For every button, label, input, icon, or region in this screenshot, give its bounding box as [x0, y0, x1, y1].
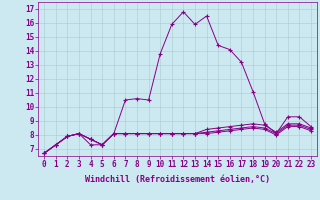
X-axis label: Windchill (Refroidissement éolien,°C): Windchill (Refroidissement éolien,°C)	[85, 175, 270, 184]
